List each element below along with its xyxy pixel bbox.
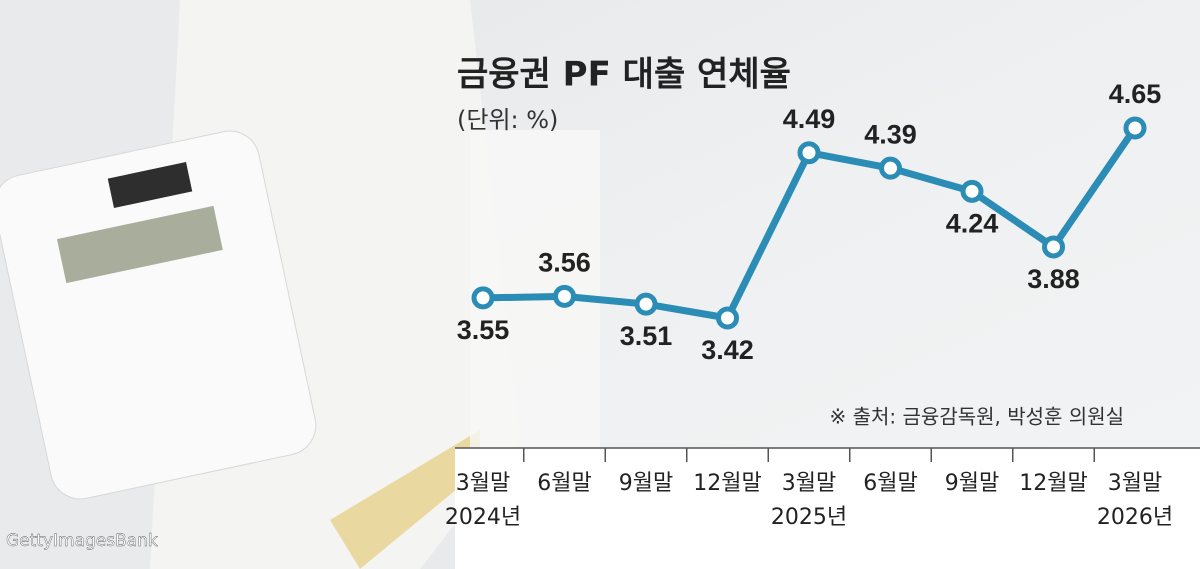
x-year-label: 2026년	[1097, 505, 1173, 530]
x-tick-label: 6월말	[537, 471, 591, 496]
point	[553, 284, 576, 308]
source-note: ※ 출처: 금융감독원, 박성훈 의원실	[830, 405, 1124, 429]
value-label: 4.49	[783, 104, 836, 134]
x-tick-label: 12월말	[1019, 471, 1087, 496]
x-tick-label: 3월말	[782, 471, 836, 496]
point	[1123, 116, 1147, 140]
point	[471, 286, 495, 310]
x-tick-label: 3월말	[456, 471, 510, 496]
value-label: 4.65	[1109, 79, 1162, 109]
x-tick-label: 9월말	[619, 471, 673, 496]
x-tick-label: 6월말	[863, 471, 917, 496]
value-label: 3.55	[457, 315, 510, 345]
point	[634, 292, 658, 316]
chart-title: 금융권 PF 대출 연체율	[457, 55, 791, 95]
axis-band	[455, 448, 1200, 569]
point	[1042, 235, 1065, 259]
value-label: 3.51	[620, 321, 673, 351]
x-tick-label: 9월말	[945, 471, 999, 496]
point	[797, 141, 821, 165]
value-label: 4.39	[864, 119, 917, 149]
value-label: 4.24	[946, 208, 999, 238]
x-tick-label: 12월말	[693, 471, 761, 496]
photo-credit: GettyImagesBank	[6, 531, 158, 551]
value-label: 3.88	[1027, 264, 1080, 294]
x-tick-label: 3월말	[1108, 471, 1162, 496]
value-label: 3.56	[538, 247, 591, 277]
point	[879, 156, 902, 180]
photo-decoration	[0, 0, 520, 569]
chart-subtitle: (단위: %)	[457, 106, 558, 134]
point	[960, 179, 984, 203]
point	[716, 306, 739, 330]
x-year-label: 2024년	[445, 505, 521, 530]
value-label: 3.42	[701, 335, 754, 365]
x-year-label: 2025년	[771, 505, 847, 530]
